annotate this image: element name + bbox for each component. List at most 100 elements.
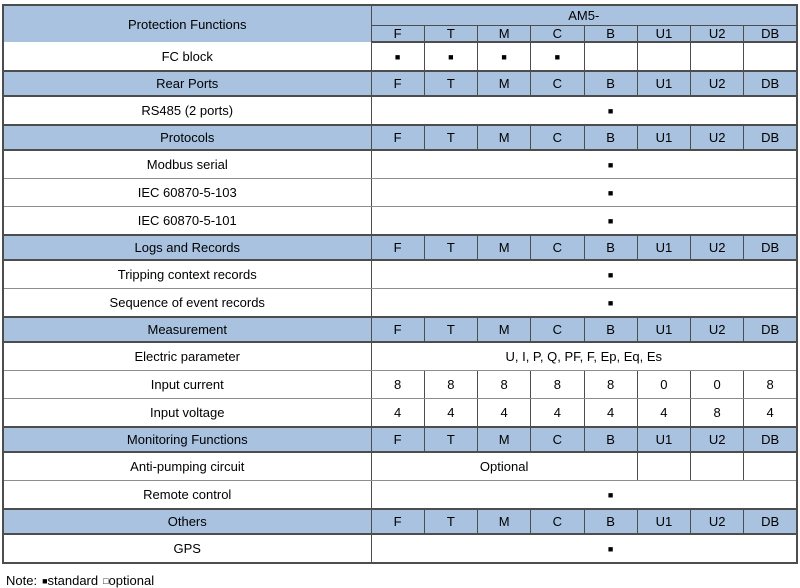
- mark-cell: [690, 534, 744, 564]
- mark-cell: [371, 206, 425, 236]
- note-standard-label: standard: [47, 573, 99, 588]
- column-header: DB: [743, 234, 798, 261]
- row-label: FC block: [3, 42, 372, 72]
- mark-cell: [636, 42, 692, 72]
- row-label: IEC 60870-5-103: [3, 178, 372, 207]
- column-header: DB: [743, 70, 798, 97]
- mark-cell: [424, 96, 478, 126]
- mark-cell: [637, 288, 691, 318]
- column-header: F: [370, 316, 425, 343]
- mark-cell: [530, 534, 584, 564]
- column-header: U1: [636, 124, 692, 151]
- column-header: B: [583, 124, 638, 151]
- mark-cell: [477, 206, 531, 236]
- column-header: B: [583, 234, 638, 261]
- row-label: Modbus serial: [3, 150, 372, 179]
- table-row: IEC 60870-5-101 ■: [3, 206, 797, 236]
- mark-cell: [424, 260, 478, 289]
- mark-cell: [743, 42, 798, 72]
- value-cell: 8: [476, 370, 532, 399]
- value-cell: 4: [476, 398, 532, 428]
- mark-cell: [424, 150, 478, 179]
- mark-cell: [637, 206, 691, 236]
- table-row: Modbus serial ■: [3, 150, 797, 179]
- table-header-row-1: Protection Functions AM5-: [3, 5, 797, 42]
- column-header: U2: [689, 70, 745, 97]
- corner-header-cell: Protection Functions: [3, 5, 372, 42]
- column-header: C: [530, 234, 585, 261]
- value-cell: 4: [370, 398, 425, 428]
- section-row: Measurement F T M C B U1 U2 DB: [3, 316, 798, 343]
- mark-cell: [743, 480, 797, 510]
- column-header: F: [370, 234, 425, 261]
- column-header: B: [583, 426, 638, 453]
- value-cell: 4: [423, 398, 479, 428]
- column-header: U1: [636, 234, 692, 261]
- mark-cell: [530, 96, 584, 126]
- column-header: T: [423, 508, 479, 535]
- column-header: U1: [636, 25, 692, 43]
- column-header: T: [423, 426, 479, 453]
- column-header: U2: [689, 426, 745, 453]
- mark-cell: [743, 534, 797, 564]
- value-cell: 0: [689, 370, 745, 399]
- mark-cell: [637, 534, 691, 564]
- column-header: T: [423, 25, 479, 43]
- mark-cell: [477, 288, 531, 318]
- table-row: Sequence of event records ■: [3, 288, 797, 318]
- column-header: C: [530, 426, 585, 453]
- column-header: M: [476, 426, 532, 453]
- standard-square-icon: ■: [42, 576, 48, 586]
- mark-cell: ■: [584, 96, 638, 126]
- mark-cell: ■: [584, 260, 638, 289]
- mark-cell: [530, 288, 584, 318]
- value-cell: [689, 452, 745, 481]
- table-header-row-2: F T M C B U1 U2 DB: [3, 25, 798, 43]
- table-row: Remote control ■: [3, 480, 797, 510]
- section-label: Logs and Records: [3, 234, 372, 261]
- table-row: Electric parameter U, I, P, Q, PF, F, Ep…: [3, 342, 797, 371]
- merged-value-cell: Optional: [371, 452, 638, 481]
- mark-cell: [583, 42, 638, 72]
- mark-cell: [477, 480, 531, 510]
- mark-cell: [689, 42, 745, 72]
- mark-cell: [424, 480, 478, 510]
- mark-cell: [530, 178, 584, 207]
- mark-cell: [424, 288, 478, 318]
- mark-cell: [743, 260, 797, 289]
- section-row: Others F T M C B U1 U2 DB: [3, 508, 798, 535]
- mark-cell: ■: [530, 42, 585, 72]
- row-label: Remote control: [3, 480, 372, 510]
- column-header: DB: [743, 508, 798, 535]
- column-header: M: [476, 508, 532, 535]
- column-header: M: [476, 234, 532, 261]
- column-header: M: [476, 25, 532, 43]
- row-label: IEC 60870-5-101: [3, 206, 372, 236]
- mark-cell: ■: [423, 42, 479, 72]
- mark-cell: [530, 150, 584, 179]
- table-row: IEC 60870-5-103 ■: [3, 178, 797, 207]
- column-header: U2: [689, 316, 745, 343]
- mark-cell: [371, 96, 425, 126]
- value-cell: [636, 452, 692, 481]
- mark-cell: [424, 178, 478, 207]
- column-header: C: [530, 124, 585, 151]
- value-cell: 0: [636, 370, 692, 399]
- mark-cell: [690, 96, 744, 126]
- column-header: U2: [689, 508, 745, 535]
- mark-cell: [637, 260, 691, 289]
- mark-cell: ■: [584, 150, 638, 179]
- protection-functions-table: Protection Functions AM5- F T M C B U1 U…: [2, 4, 798, 564]
- column-header: U2: [689, 25, 745, 43]
- legend-note: Note: ■standard □optional: [6, 573, 798, 588]
- column-header: F: [370, 508, 425, 535]
- column-header: U1: [636, 316, 692, 343]
- row-label: GPS: [3, 534, 372, 564]
- mark-cell: [690, 260, 744, 289]
- column-header: F: [370, 124, 425, 151]
- mark-cell: [743, 96, 797, 126]
- mark-cell: [743, 288, 797, 318]
- mark-cell: [530, 480, 584, 510]
- mark-cell: [530, 206, 584, 236]
